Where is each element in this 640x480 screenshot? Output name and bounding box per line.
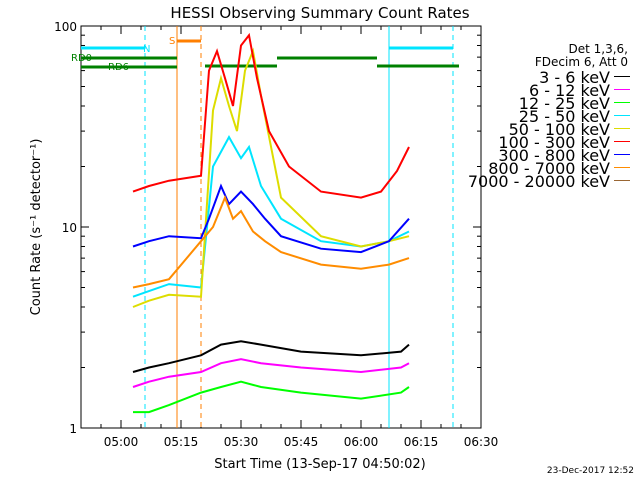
x-axis-label: Start Time (13-Sep-17 04:50:02) <box>214 457 425 472</box>
y-tick-label: 100 <box>54 20 77 34</box>
legend-item-label: 3 - 6 keV <box>539 68 610 87</box>
n-flag-label: N <box>143 44 150 55</box>
legend-item-swatch <box>614 154 630 155</box>
chart-title: HESSI Observing Summary Count Rates <box>170 4 469 22</box>
y-axis-label: Count Rate (s⁻¹ detector⁻¹) <box>29 139 44 316</box>
legend-item-swatch <box>614 89 630 90</box>
legend-item-label: 25 - 50 keV <box>518 107 610 126</box>
x-tick-label: 05:30 <box>224 435 259 449</box>
series-line-2 <box>133 380 410 414</box>
series-line-4 <box>132 47 410 308</box>
rd6-flag-label: RD6 <box>108 62 129 73</box>
legend-item-label: 800 - 7000 keV <box>488 159 610 178</box>
legend-item-swatch <box>614 115 630 116</box>
legend-item-label: 6 - 12 keV <box>528 81 610 100</box>
legend-item-swatch <box>614 102 630 103</box>
x-tick-label: 05:00 <box>104 435 139 449</box>
legend-header-line-2: FDecim 6, Att 0 <box>534 55 628 69</box>
legend-item-label: 7000 - 20000 keV <box>467 172 610 191</box>
x-tick-label: 05:45 <box>284 435 319 449</box>
s-flag-label: S <box>169 36 175 47</box>
legend-item-swatch <box>614 141 630 142</box>
legend-item-label: 50 - 100 keV <box>508 120 610 139</box>
legend-item-swatch <box>614 76 630 77</box>
series-line-5 <box>132 32 410 199</box>
y-tick-label: 10 <box>62 221 77 235</box>
plot-frame <box>80 25 482 429</box>
legend-item-label: 12 - 25 keV <box>518 94 610 113</box>
legend-item-label: 300 - 800 keV <box>498 146 610 165</box>
x-tick-label: 05:15 <box>164 435 199 449</box>
legend-item-swatch <box>614 180 630 181</box>
series-line-7 <box>132 194 410 289</box>
series-line-6 <box>132 183 410 254</box>
x-tick-label: 06:00 <box>344 435 379 449</box>
legend-item-swatch <box>614 167 630 168</box>
y-tick-label: 1 <box>69 422 77 436</box>
series-line-0 <box>132 340 410 373</box>
legend-item-swatch <box>614 128 630 129</box>
series-line-1 <box>132 358 410 388</box>
rd0-flag-label: RD0 <box>71 53 92 64</box>
timestamp: 23-Dec-2017 12:52 <box>546 466 634 476</box>
x-tick-label: 06:15 <box>404 435 439 449</box>
legend-item-label: 100 - 300 keV <box>498 133 610 152</box>
x-tick-label: 06:30 <box>464 435 499 449</box>
legend-header-line-1: Det 1,3,6, <box>568 42 629 56</box>
